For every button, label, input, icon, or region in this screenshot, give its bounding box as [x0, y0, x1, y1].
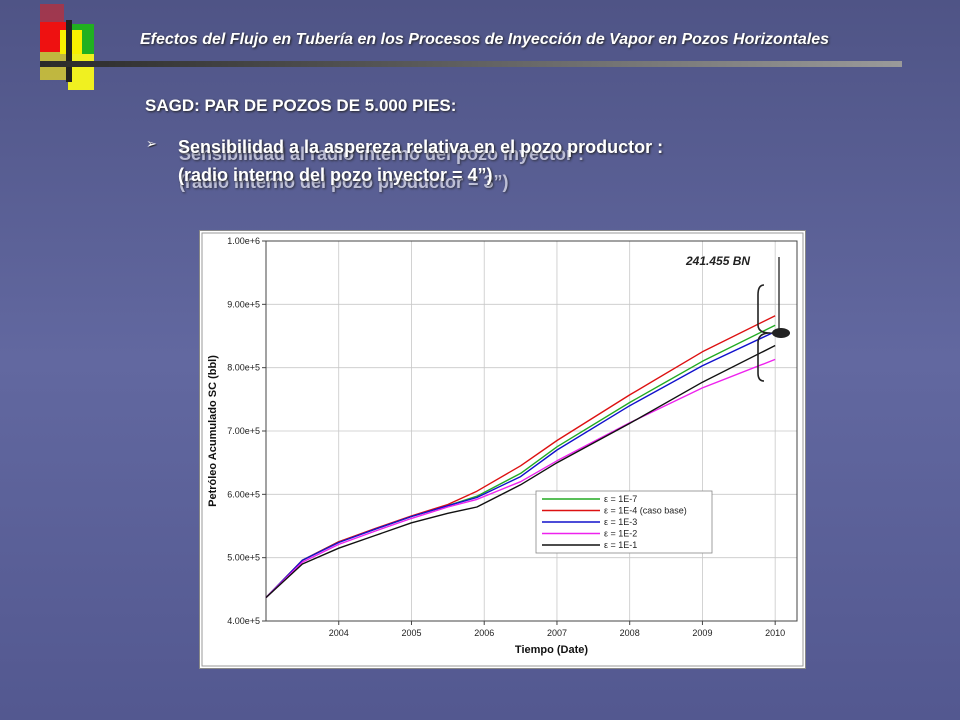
y-tick-label: 7.00e+5 — [227, 426, 260, 436]
y-tick-label: 4.00e+5 — [227, 616, 260, 626]
legend-entry: ε = 1E-1 — [604, 540, 637, 550]
oil-production-chart: 4.00e+5 5.00e+5 6.00e+5 7.00e+5 8.00e+5 9.00e… — [201, 232, 804, 667]
bullet-text: Sensibilidad a la aspereza relativa en e… — [178, 133, 663, 189]
bullet-line2: (radio interno del pozo inyector = 4”) — [178, 165, 493, 185]
series-line-3 — [265, 330, 776, 599]
bullet-ghost-text: Sensibilidad al radio interno del pozo i… — [179, 140, 584, 196]
header-divider — [40, 61, 902, 67]
x-tick-label: 2005 — [401, 628, 421, 638]
y-tick-label: 1.00e+6 — [227, 236, 260, 246]
bullet-arrow-icon: ➢ — [146, 136, 157, 151]
chart-frame: 4.00e+5 5.00e+5 6.00e+5 7.00e+5 8.00e+5 9.00e… — [199, 230, 806, 669]
logo-squares — [40, 4, 94, 90]
x-axis-title: Tiempo (Date) — [515, 644, 588, 656]
header-title: Efectos del Flujo en Tubería en los Proc… — [140, 31, 830, 48]
x-tick-label: 2009 — [692, 628, 712, 638]
x-tick-label: 2006 — [474, 628, 494, 638]
header-vertical-bar — [66, 20, 72, 82]
x-tick-label: 2010 — [765, 628, 785, 638]
section-title: SAGD: PAR DE POZOS DE 5.000 PIES: — [145, 96, 457, 115]
annotation-label: 241.455 BN — [685, 254, 750, 268]
x-tick-label: 2007 — [547, 628, 567, 638]
legend-entry: ε = 1E-7 — [604, 494, 637, 504]
bullet-line1: Sensibilidad a la aspereza relativa en e… — [178, 137, 664, 157]
legend-entry: ε = 1E-2 — [604, 529, 637, 539]
y-axis-ticks: 4.00e+5 5.00e+5 6.00e+5 7.00e+5 8.00e+5 9.00e… — [227, 236, 266, 626]
series-line-5 — [265, 344, 776, 599]
legend-entry: ε = 1E-3 — [604, 517, 637, 527]
series-lines — [265, 315, 776, 599]
y-axis-title: Petróleo Acumulado SC (bbl) — [207, 355, 219, 507]
bullet-ghost-line2: (radio interno del pozo productor = 3”) — [179, 172, 509, 192]
y-tick-label: 5.00e+5 — [227, 553, 260, 563]
y-tick-label: 8.00e+5 — [227, 363, 260, 373]
x-axis-ticks: 2004 2005 2006 2007 2008 2009 2010 — [329, 621, 785, 638]
bullet-ghost-line1: Sensibilidad al radio interno del pozo i… — [179, 144, 585, 164]
chart-legend: ε = 1E-7 ε = 1E-4 (caso base)ε = 1E-3 ε = … — [535, 490, 713, 554]
legend-entry: ε = 1E-4 (caso base) — [604, 506, 687, 516]
y-tick-label: 9.00e+5 — [227, 299, 260, 309]
y-tick-label: 6.00e+5 — [227, 489, 260, 499]
difference-annotation: 241.455 BN — [685, 254, 790, 382]
x-tick-label: 2004 — [329, 628, 349, 638]
x-tick-label: 2008 — [620, 628, 640, 638]
